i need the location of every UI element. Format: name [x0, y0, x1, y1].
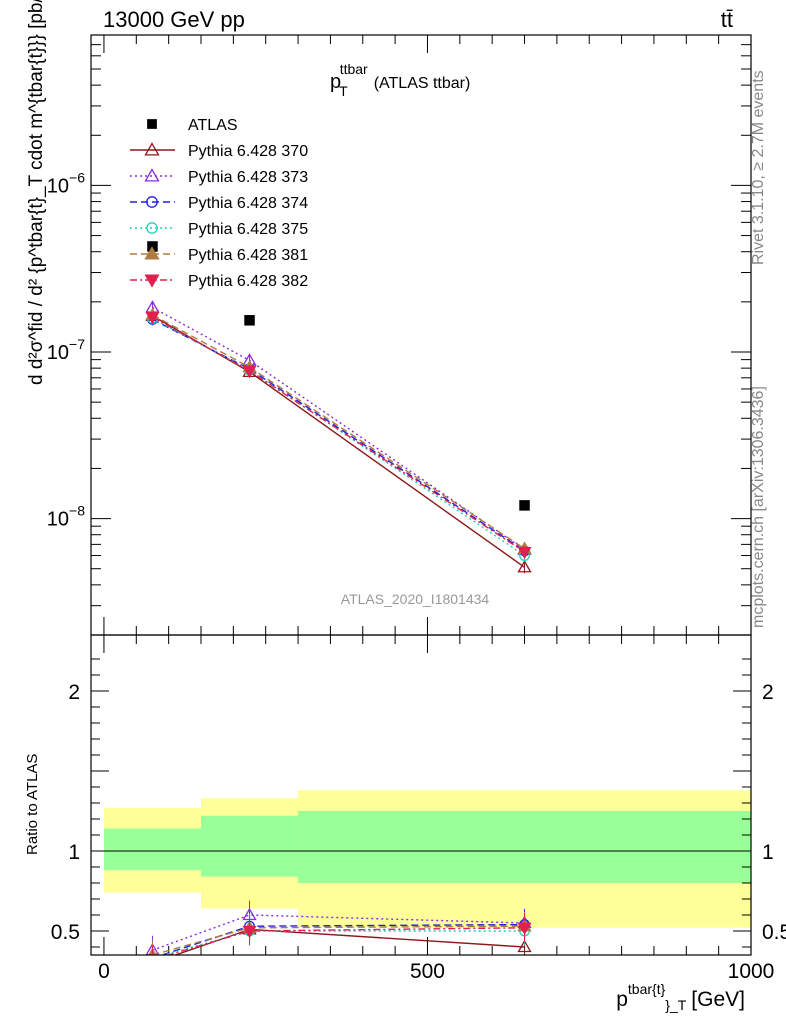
y-tick-label: 10−6	[47, 169, 85, 197]
plot-title-sup: ttbar	[340, 61, 368, 77]
legend-entry: ATLAS	[188, 117, 238, 134]
data-point	[519, 500, 530, 511]
data-point	[242, 365, 257, 379]
mcplots-note: mcplots.cern.ch [arXiv:1306.3436]	[750, 386, 767, 628]
main-ytick-labels: 10−6 10−7 10−8	[47, 169, 85, 530]
ratio-data-point	[517, 939, 532, 953]
ratio-data-point	[146, 957, 158, 968]
ratio-ylabel: Ratio to ATLAS	[24, 754, 41, 855]
legend-marker	[144, 168, 160, 182]
data-point	[145, 312, 160, 325]
ratio-data-point	[242, 925, 257, 939]
data-point	[244, 315, 255, 326]
x-axis-label-sup: tbar{t}	[628, 981, 666, 997]
x-axis-label-unit: [GeV]	[691, 988, 745, 1011]
legend-entry: Pythia 6.428 374	[188, 195, 308, 212]
x-axis-label-main: p	[616, 988, 628, 1011]
legend-entry: Pythia 6.428 381	[188, 247, 308, 264]
ratio-plot-frame	[90, 634, 752, 956]
ratio-tick-labels: 0.5 0.5 1 1 2 2 0 500 1000	[51, 681, 786, 983]
series-line	[152, 314, 525, 550]
main-axis-ticks	[91, 34, 752, 636]
series-line	[152, 315, 525, 568]
legend: ATLAS Pythia 6.428 370 Pythia 6.428 373 Pyt…	[130, 117, 308, 290]
data-point	[147, 241, 158, 252]
ratio-plot-panel: 0.5 0.5 1 1 2 2 0 500 1000 Ratio to ATLAS ptbar{…	[24, 634, 786, 1013]
y-tick-label: 10−7	[47, 336, 85, 364]
main-plot-panel: 10−6 10−7 10−8 pTttbar (ATLAS ttbar) ATLAS_…	[26, 0, 752, 636]
main-ylabel: d d²σ^fid / d² {p^tbar{t}_T cdot m^{tbar…	[26, 0, 47, 385]
ratio-y-tick-label: 2	[68, 681, 80, 704]
plot-title-main: p	[330, 71, 341, 93]
uncertainty-band-inner	[298, 811, 751, 883]
ratio-y-tick-label-right: 1	[762, 841, 774, 864]
y-tick-label: 10−8	[47, 503, 85, 531]
legend-marker	[146, 222, 158, 234]
energy-label: 13000 GeV pp	[103, 7, 245, 32]
legend-entry: Pythia 6.428 373	[188, 169, 308, 186]
legend-entry: Pythia 6.428 370	[188, 143, 308, 160]
plot-title: pTttbar (ATLAS ttbar)	[330, 61, 470, 99]
ratio-y-tick-label: 1	[68, 841, 80, 864]
uncertainty-band-inner	[103, 828, 201, 871]
series-line	[152, 306, 525, 551]
legend-entry: Pythia 6.428 382	[188, 273, 308, 290]
ratio-data-point	[517, 922, 532, 936]
ratio-data-point	[145, 954, 160, 955]
ratio-series-line	[173, 928, 525, 955]
process-label: tt̄	[721, 7, 733, 32]
main-data-marks	[145, 241, 532, 574]
uncertainty-band-inner	[201, 815, 299, 877]
data-point	[517, 546, 532, 560]
x-axis-label-sub: }_T	[665, 997, 686, 1013]
plot-title-rest: (ATLAS ttbar)	[374, 75, 471, 92]
rivet-note: Rivet 3.1.10, ≥ 2.7M events	[750, 70, 767, 265]
series-line	[152, 317, 525, 557]
plot-title-sub: T	[339, 83, 348, 99]
x-axis-label: ptbar{t}}_T [GeV]	[616, 981, 745, 1013]
analysis-tag: ATLAS_2020_I1801434	[341, 591, 490, 607]
legend-marker	[144, 274, 160, 288]
ratio-y-tick-label-right: 2	[762, 681, 774, 704]
x-tick-label: 1000	[728, 960, 775, 983]
legend-marker	[144, 142, 160, 156]
ratio-series-line	[152, 914, 525, 951]
x-tick-label: 500	[410, 960, 445, 983]
legend-marker	[144, 246, 160, 260]
ratio-data-marks	[145, 900, 532, 968]
legend-marker	[147, 119, 157, 129]
x-tick-label: 0	[98, 960, 110, 983]
ratio-uncertainty-bands	[103, 790, 751, 928]
ratio-y-tick-label: 0.5	[51, 921, 80, 944]
legend-entry: Pythia 6.428 375	[188, 221, 308, 238]
data-point	[517, 559, 532, 573]
ratio-y-tick-label-right: 0.5	[762, 921, 786, 944]
legend-marker	[146, 196, 158, 208]
